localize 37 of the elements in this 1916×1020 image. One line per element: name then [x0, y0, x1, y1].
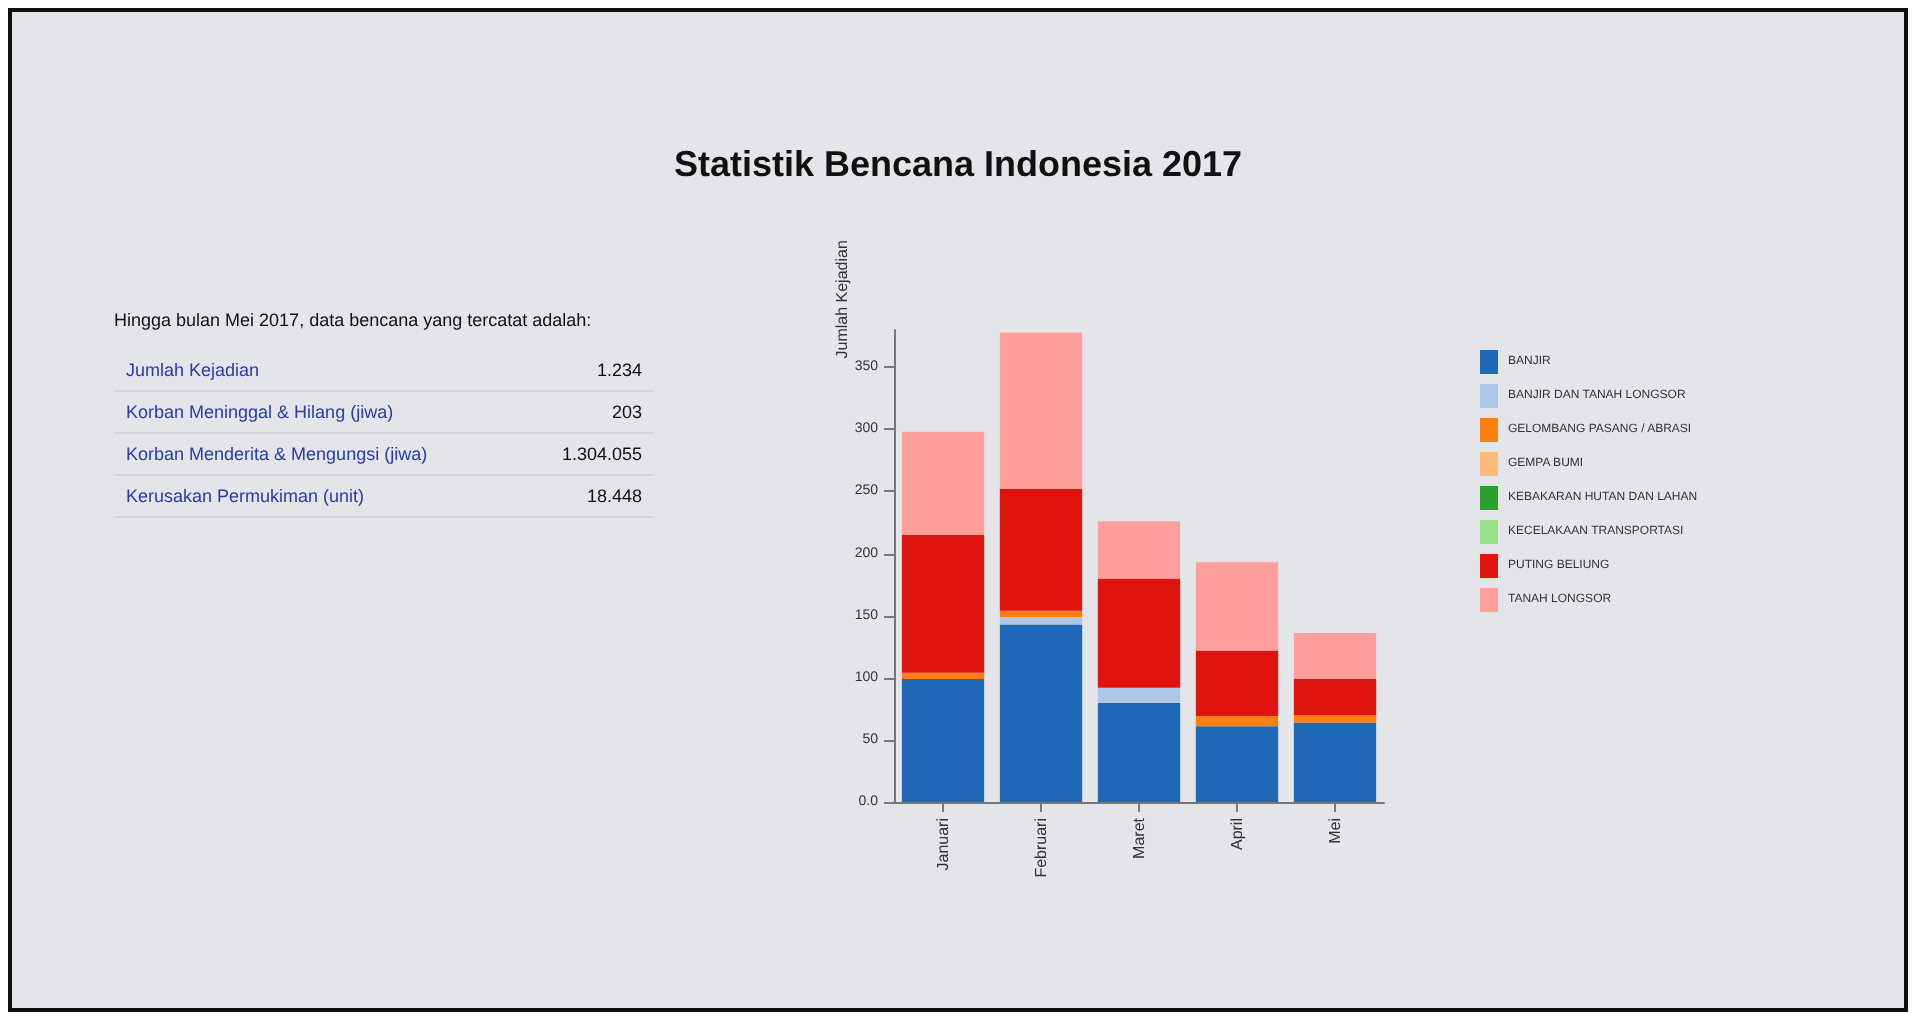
bar — [1293, 722, 1377, 802]
x-tick-label: Maret — [1130, 816, 1148, 859]
bar — [999, 488, 1083, 611]
bar — [999, 616, 1083, 625]
text: Korban Menderita & Mengungsi (jiwa) — [126, 444, 428, 464]
bar — [1195, 650, 1279, 717]
text: Jumlah Kejadian — [126, 360, 260, 380]
chart-title: Statistik Bencana Indonesia 2017 — [673, 144, 1243, 184]
bar — [1097, 702, 1181, 802]
x-tick-label: Februari — [1032, 817, 1050, 878]
bar — [1097, 687, 1181, 703]
x-tick-label: Mei — [1326, 817, 1344, 844]
bar — [1195, 562, 1279, 651]
text: Hingga bulan Mei 2017, data bencana yang tercatat adalah: — [114, 310, 594, 330]
text: Korban Meninggal & Hilang (jiwa) — [126, 402, 394, 422]
y-axis-title: Jumlah Kejadian — [833, 240, 851, 359]
bar — [999, 610, 1083, 617]
x-tick-label: April — [1228, 817, 1246, 851]
bar — [901, 534, 985, 673]
bar — [1195, 716, 1279, 727]
text: 203 — [611, 402, 642, 422]
text: 1.304.055 — [561, 444, 642, 464]
bar — [999, 624, 1083, 802]
bar — [1293, 679, 1377, 716]
text: 18.448 — [586, 486, 642, 506]
bar — [1293, 715, 1377, 723]
bar — [901, 672, 985, 680]
x-tick-label: Januari — [934, 817, 952, 871]
bar — [901, 679, 985, 802]
text: Kerusakan Permukiman (unit) — [126, 486, 365, 506]
bar — [1097, 521, 1181, 579]
bar — [901, 431, 985, 535]
bar — [999, 332, 1083, 489]
bar — [1293, 633, 1377, 680]
bar — [1195, 726, 1279, 802]
text: 1.234 — [596, 360, 642, 380]
bar — [1097, 578, 1181, 688]
